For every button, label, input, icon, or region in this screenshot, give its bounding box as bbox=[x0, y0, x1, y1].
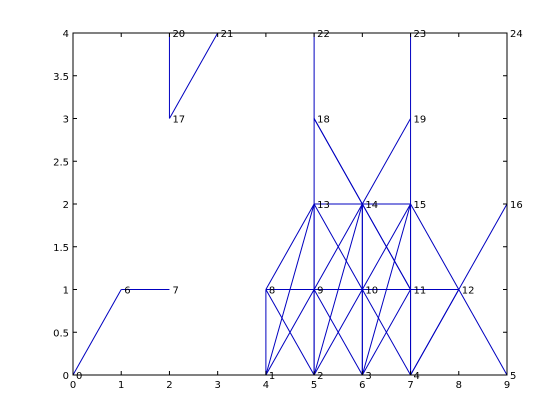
edge-10-4 bbox=[361, 289, 411, 376]
y-tick-label: 1.5 bbox=[53, 243, 69, 254]
node-label-12: 12 bbox=[462, 286, 475, 297]
x-tick-label: 4 bbox=[263, 380, 269, 391]
node-label-22: 22 bbox=[317, 29, 330, 40]
plot-area: 0 1 2 3 4 5 6 7 8 900.511.522.533.54 0 1 2 3 4 56 7 8 9 10… bbox=[53, 29, 523, 391]
y-tick-label: 3.5 bbox=[53, 72, 69, 83]
edge-0-6 bbox=[72, 289, 122, 376]
edge-8-2 bbox=[265, 289, 315, 376]
y-tick-label: 1 bbox=[63, 286, 69, 297]
y-tick-label: 4 bbox=[63, 29, 69, 40]
node-label-3: 3 bbox=[365, 371, 371, 382]
node-label-23: 23 bbox=[414, 29, 427, 40]
node-label-15: 15 bbox=[414, 200, 427, 211]
node-label-16: 16 bbox=[510, 200, 523, 211]
node-label-21: 21 bbox=[221, 29, 234, 40]
edge-8-13 bbox=[265, 203, 315, 290]
x-tick-label: 3 bbox=[214, 380, 220, 391]
x-tick-label: 0 bbox=[70, 380, 76, 391]
edge-9-3 bbox=[313, 289, 363, 376]
node-label-11: 11 bbox=[414, 286, 427, 297]
x-tick-label: 5 bbox=[311, 380, 317, 391]
node-label-1: 1 bbox=[269, 371, 275, 382]
node-label-13: 13 bbox=[317, 200, 330, 211]
y-tick-label: 0.5 bbox=[53, 328, 69, 339]
edge-12-5 bbox=[458, 289, 508, 376]
edge-14-19 bbox=[361, 118, 411, 205]
node-label-17: 17 bbox=[172, 115, 185, 126]
x-tick-label: 1 bbox=[118, 380, 124, 391]
node-label-20: 20 bbox=[172, 29, 185, 40]
node-label-7: 7 bbox=[172, 286, 178, 297]
node-label-8: 8 bbox=[269, 286, 275, 297]
node-label-6: 6 bbox=[124, 286, 130, 297]
edge-group bbox=[72, 32, 508, 376]
y-tick-label: 2.5 bbox=[53, 157, 69, 168]
y-tick-label: 0 bbox=[63, 371, 69, 382]
edge-12-15 bbox=[410, 203, 460, 290]
edge-18-11 bbox=[313, 118, 411, 290]
node-label-5: 5 bbox=[510, 371, 516, 382]
node-label-10: 10 bbox=[365, 286, 378, 297]
x-tick-label: 7 bbox=[407, 380, 413, 391]
x-tick-label: 2 bbox=[166, 380, 172, 391]
edge-10-13 bbox=[313, 203, 363, 290]
node-label-18: 18 bbox=[317, 115, 330, 126]
x-tick-label: 6 bbox=[359, 380, 365, 391]
y-tick-label: 2 bbox=[63, 200, 69, 211]
node-label-2: 2 bbox=[317, 371, 323, 382]
node-label-14: 14 bbox=[365, 200, 378, 211]
y-tick-label: 3 bbox=[63, 115, 69, 126]
node-label-19: 19 bbox=[414, 115, 427, 126]
tick-group: 0 1 2 3 4 5 6 7 8 900.511.522.533.54 bbox=[53, 29, 510, 391]
node-label-24: 24 bbox=[510, 29, 523, 40]
node-label-4: 4 bbox=[414, 371, 420, 382]
x-tick-label: 8 bbox=[456, 380, 462, 391]
x-tick-label: 9 bbox=[504, 380, 510, 391]
edge-17-21 bbox=[169, 32, 219, 119]
node-label-9: 9 bbox=[317, 286, 323, 297]
node-label-0: 0 bbox=[76, 371, 82, 382]
